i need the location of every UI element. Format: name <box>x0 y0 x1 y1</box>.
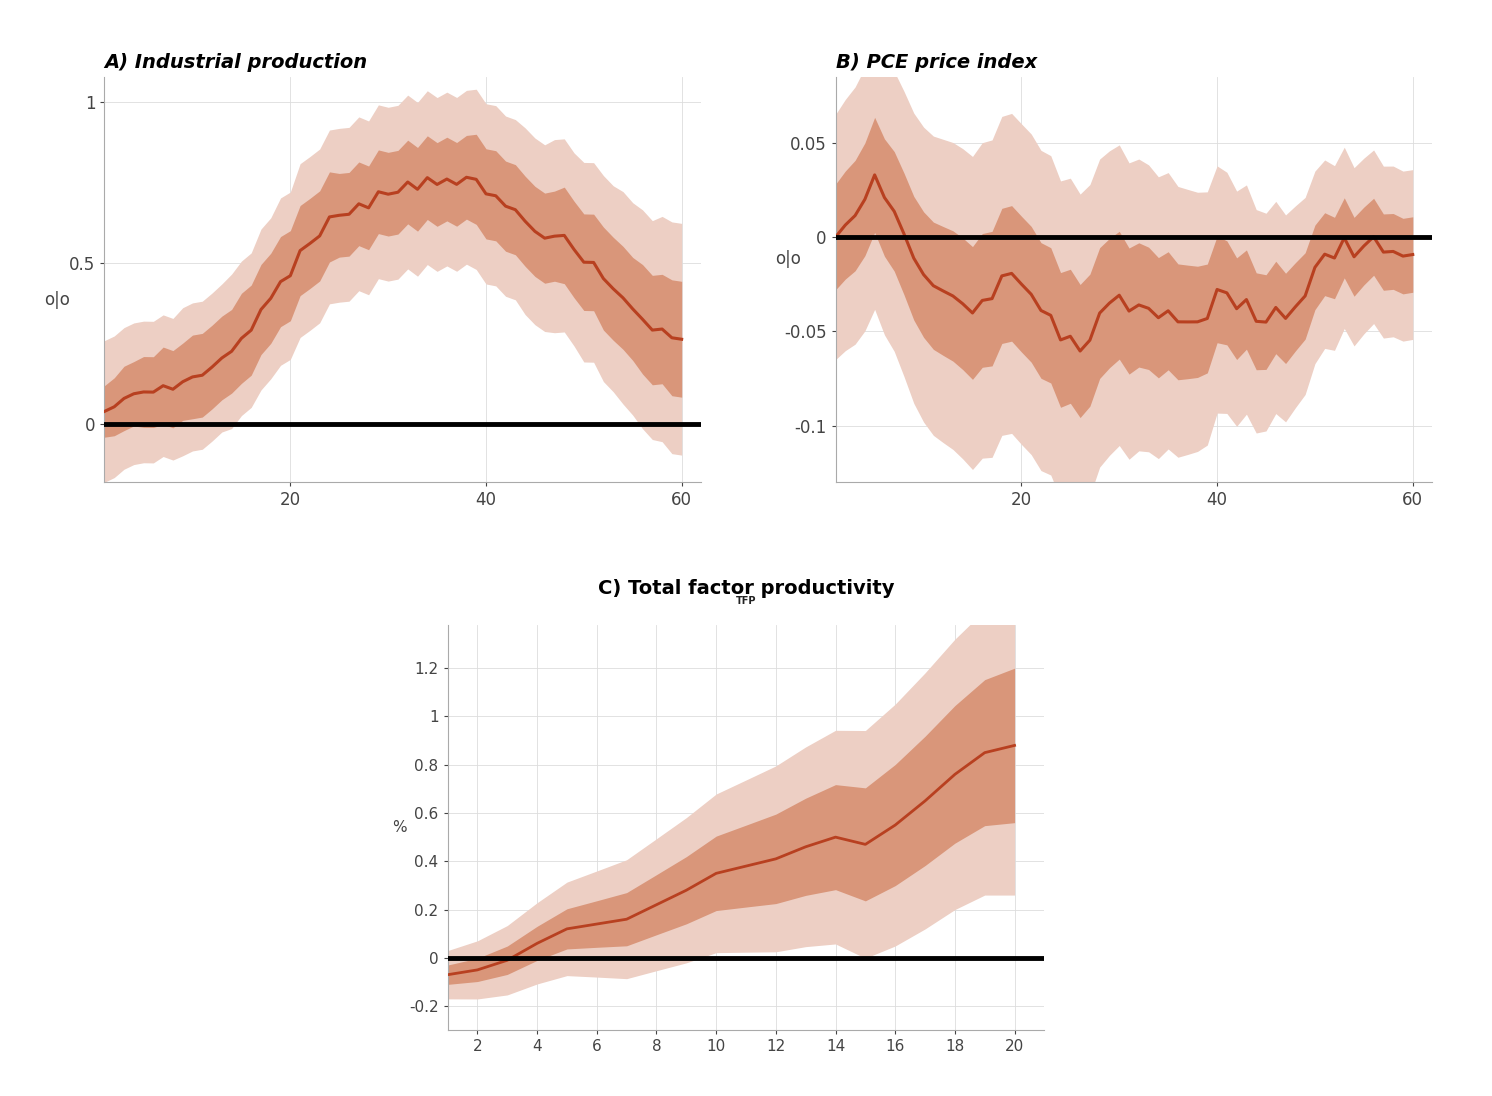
Text: o|o: o|o <box>774 250 801 269</box>
Text: A) Industrial production: A) Industrial production <box>104 54 367 72</box>
Text: %: % <box>392 820 407 835</box>
Text: B) PCE price index: B) PCE price index <box>836 54 1037 72</box>
Title: C) Total factor productivity: C) Total factor productivity <box>598 579 894 598</box>
Text: o|o: o|o <box>43 290 70 309</box>
Text: TFP: TFP <box>736 596 756 606</box>
